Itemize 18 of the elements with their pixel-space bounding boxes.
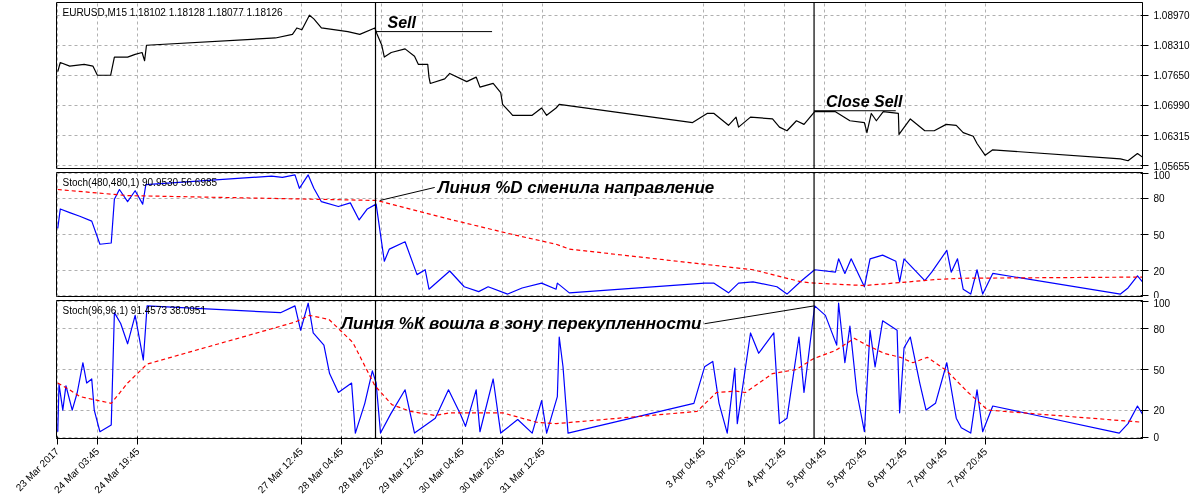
y-tick-label: 1.06990 [1153, 100, 1191, 112]
y-tick-label: 0 [1153, 432, 1160, 444]
y-tick-label: 50 [1153, 364, 1166, 376]
y-tick-label: 50 [1153, 229, 1166, 241]
y-tick-label: 1.06315 [1153, 130, 1191, 142]
annotation: EURUSD,M15 1.18102 1.18128 1.18077 1.18126 [62, 6, 284, 18]
annotation: Линия %D сменила направление [435, 177, 715, 197]
y-tick-label: 1.07650 [1153, 70, 1191, 82]
y-tick-label: 80 [1153, 193, 1166, 205]
annotation: Sell [387, 13, 417, 31]
y-tick-label: 80 [1153, 323, 1166, 335]
annotation: Close Sell [826, 92, 904, 110]
y-tick-label: 100 [1153, 169, 1171, 181]
y-tick-label: 1.08310 [1153, 40, 1191, 52]
y-tick-label: 20 [1153, 265, 1166, 277]
y-tick-label: 1.08970 [1153, 10, 1191, 22]
y-tick-label: 20 [1153, 405, 1166, 417]
y-tick-label: 1.05655 [1153, 161, 1191, 172]
